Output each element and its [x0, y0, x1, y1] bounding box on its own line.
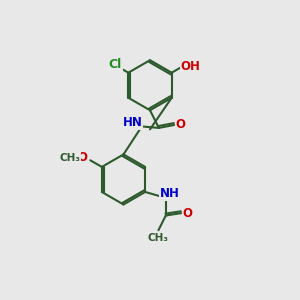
Text: O: O — [183, 207, 193, 220]
Text: NH: NH — [159, 187, 179, 200]
Text: OH: OH — [181, 60, 201, 73]
Text: O: O — [176, 118, 186, 131]
Text: O: O — [77, 152, 87, 164]
Text: CH₃: CH₃ — [147, 232, 168, 243]
Text: Cl: Cl — [109, 58, 122, 70]
Text: CH₃: CH₃ — [59, 153, 80, 163]
Text: HN: HN — [122, 116, 142, 129]
